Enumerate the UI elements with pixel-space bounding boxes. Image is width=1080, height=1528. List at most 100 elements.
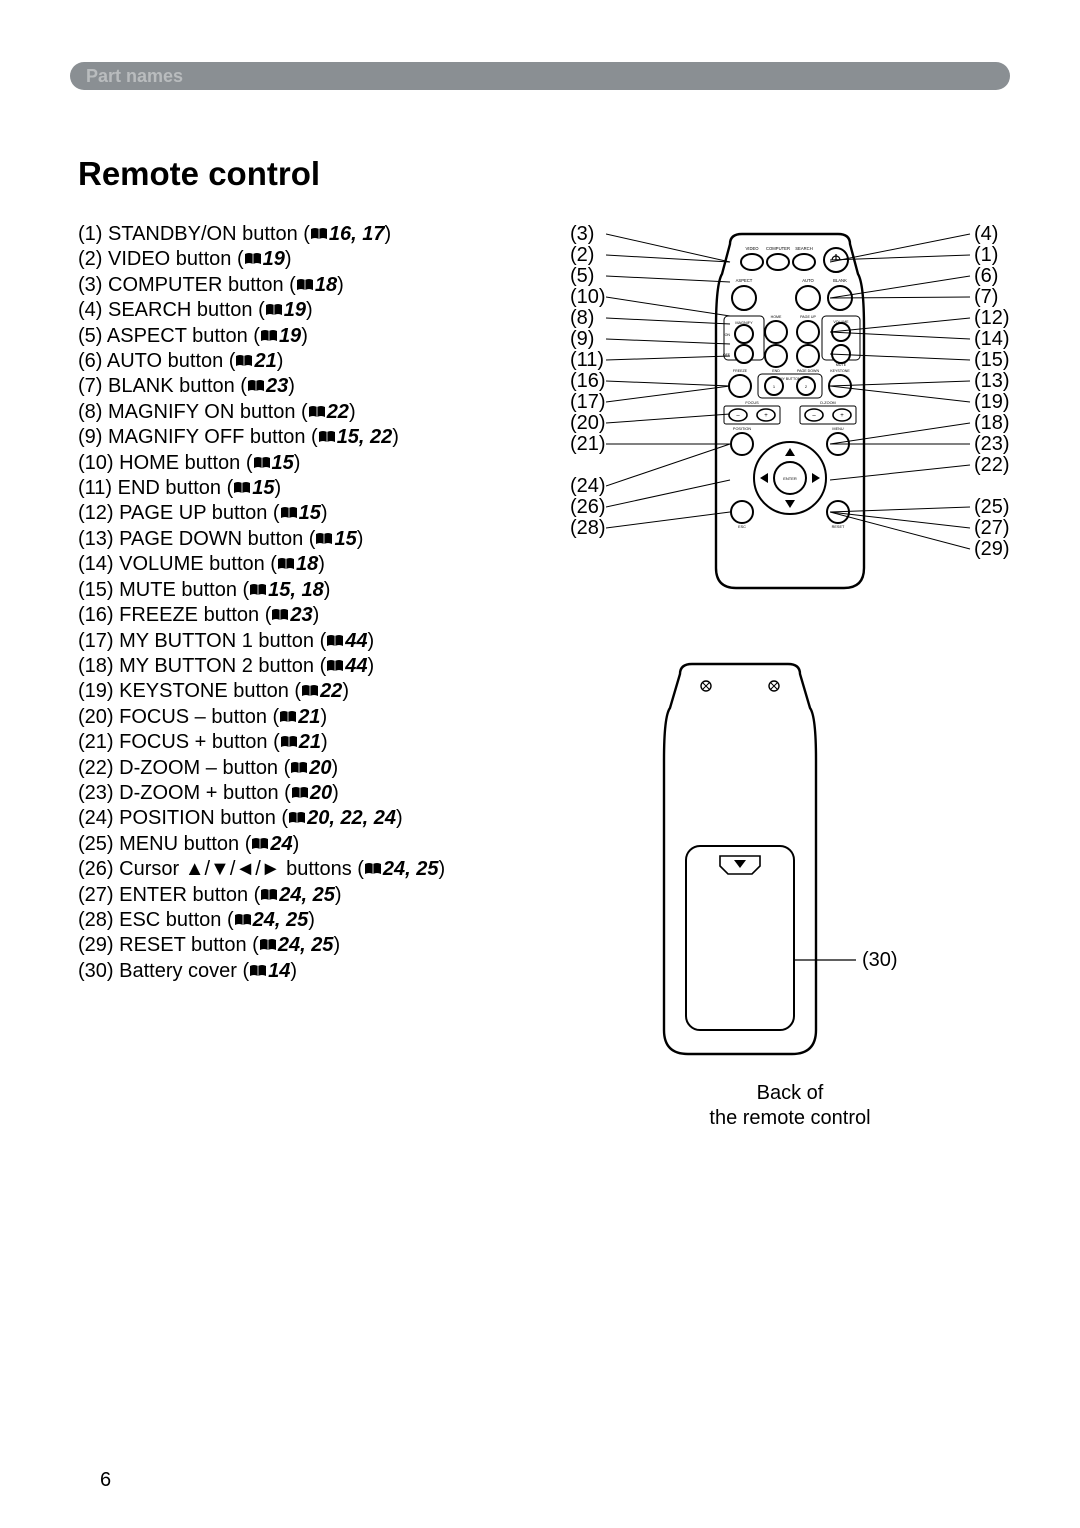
callout-left: (9)	[570, 329, 594, 350]
callout-left: (2)	[570, 245, 594, 266]
list-item: (14) VOLUME button (18)	[78, 552, 445, 577]
book-icon	[247, 379, 265, 393]
book-icon	[234, 913, 252, 927]
list-item: (18) MY BUTTON 2 button (44)	[78, 654, 445, 679]
svg-text:D-ZOOM: D-ZOOM	[820, 401, 835, 405]
page-title: Remote control	[78, 155, 320, 193]
list-item: (4) SEARCH button (19)	[78, 298, 445, 323]
book-icon	[235, 354, 253, 368]
callout-left: (11)	[570, 350, 604, 371]
list-item: (10) HOME button (15)	[78, 451, 445, 476]
svg-text:KEYSTONE: KEYSTONE	[830, 369, 850, 373]
svg-text:FOCUS: FOCUS	[745, 401, 759, 405]
svg-text:FREEZE: FREEZE	[733, 369, 748, 373]
list-item: (20) FOCUS – button (21)	[78, 705, 445, 730]
callout-left: (17)	[570, 392, 606, 413]
list-item: (1) STANDBY/ON button (16, 17)	[78, 222, 445, 247]
list-item: (23) D-ZOOM + button (20)	[78, 781, 445, 806]
callout-right: (23)	[974, 434, 1010, 455]
callout-left: (21)	[570, 434, 606, 455]
book-icon	[326, 659, 344, 673]
svg-text:ASPECT: ASPECT	[736, 278, 753, 283]
list-item: (24) POSITION button (20, 22, 24)	[78, 806, 445, 831]
list-item: (3) COMPUTER button (18)	[78, 273, 445, 298]
book-icon	[253, 456, 271, 470]
svg-text:+: +	[840, 413, 844, 419]
list-item: (11) END button (15)	[78, 476, 445, 501]
callout-right: (27)	[974, 518, 1010, 539]
svg-text:ENTER: ENTER	[783, 476, 797, 481]
list-item: (17) MY BUTTON 1 button (44)	[78, 629, 445, 654]
list-item: (30) Battery cover (14)	[78, 959, 445, 984]
book-icon	[244, 252, 262, 266]
remote-back-svg	[620, 660, 860, 1070]
callout-right: (22)	[974, 455, 1010, 476]
callout-left: (20)	[570, 413, 606, 434]
list-item: (16) FREEZE button (23)	[78, 603, 445, 628]
callout-left: (16)	[570, 371, 606, 392]
book-icon	[308, 405, 326, 419]
book-icon	[364, 862, 382, 876]
list-item: (19) KEYSTONE button (22)	[78, 679, 445, 704]
callout-left: (8)	[570, 308, 594, 329]
list-item: (28) ESC button (24, 25)	[78, 908, 445, 933]
list-item: (2) VIDEO button (19)	[78, 247, 445, 272]
remote-back-diagram: (30) Back of the remote control	[620, 660, 960, 1131]
list-item: (13) PAGE DOWN button (15)	[78, 527, 445, 552]
list-item: (9) MAGNIFY OFF button (15, 22)	[78, 425, 445, 450]
callout-right: (14)	[974, 329, 1010, 350]
list-item: (25) MENU button (24)	[78, 832, 445, 857]
callout-right: (6)	[974, 266, 998, 287]
book-icon	[251, 837, 269, 851]
svg-text:PAGE UP: PAGE UP	[800, 315, 816, 319]
callout-right: (19)	[974, 392, 1010, 413]
remote-front-diagram: VIDEO COMPUTER SEARCH ASPECT AUTO BLANK …	[570, 216, 1030, 616]
button-reference-list: (1) STANDBY/ON button (16, 17)(2) VIDEO …	[78, 222, 445, 984]
svg-text:ESC: ESC	[738, 525, 746, 529]
callout-left: (10)	[570, 287, 606, 308]
section-header-label: Part names	[86, 66, 183, 87]
book-icon	[280, 735, 298, 749]
svg-text:HOME: HOME	[771, 315, 782, 319]
book-icon	[310, 227, 328, 241]
book-icon	[233, 481, 251, 495]
callout-right: (18)	[974, 413, 1010, 434]
callout-right: (13)	[974, 371, 1010, 392]
callout-left: (5)	[570, 266, 594, 287]
book-icon	[260, 329, 278, 343]
section-header: Part names	[70, 62, 1010, 90]
callout-left: (26)	[570, 497, 606, 518]
book-icon	[249, 583, 267, 597]
list-item: (29) RESET button (24, 25)	[78, 933, 445, 958]
book-icon	[318, 430, 336, 444]
book-icon	[326, 634, 344, 648]
list-item: (12) PAGE UP button (15)	[78, 501, 445, 526]
svg-text:POSITION: POSITION	[733, 427, 751, 431]
list-item: (15) MUTE button (15, 18)	[78, 578, 445, 603]
book-icon	[271, 608, 289, 622]
callout-right: (1)	[974, 245, 998, 266]
callout-left: (3)	[570, 224, 594, 245]
book-icon	[277, 557, 295, 571]
callout-right: (12)	[974, 308, 1010, 329]
book-icon	[249, 964, 267, 978]
svg-text:PAGE DOWN: PAGE DOWN	[797, 369, 820, 373]
svg-text:MENU: MENU	[832, 427, 843, 431]
list-item: (26) Cursor ▲/▼/◄/► buttons (24, 25)	[78, 857, 445, 882]
svg-text:ON: ON	[725, 333, 731, 337]
callout-right: (4)	[974, 224, 998, 245]
book-icon	[315, 532, 333, 546]
book-icon	[279, 710, 297, 724]
svg-text:VIDEO: VIDEO	[745, 246, 759, 251]
book-icon	[296, 278, 314, 292]
list-item: (7) BLANK button (23)	[78, 374, 445, 399]
svg-text:VOLUME: VOLUME	[833, 320, 849, 324]
svg-text:MUTE: MUTE	[836, 363, 847, 367]
book-icon	[301, 684, 319, 698]
list-item: (5) ASPECT button (19)	[78, 324, 445, 349]
svg-text:AUTO: AUTO	[802, 278, 814, 283]
back-caption: Back of the remote control	[620, 1081, 960, 1131]
callout-right: (25)	[974, 497, 1010, 518]
callout-right: (15)	[974, 350, 1010, 371]
list-item: (27) ENTER button (24, 25)	[78, 883, 445, 908]
